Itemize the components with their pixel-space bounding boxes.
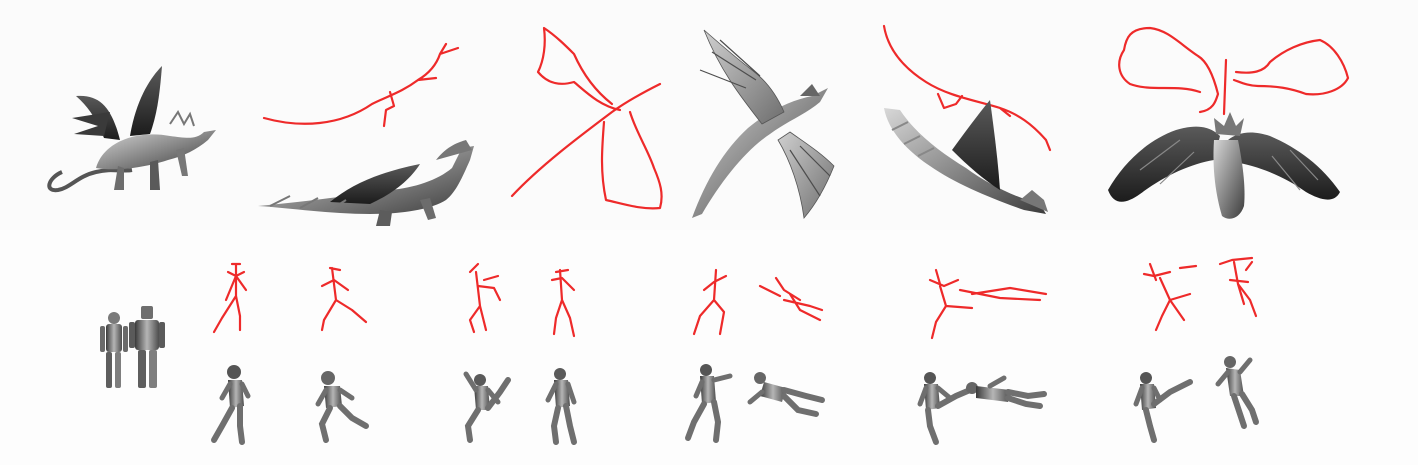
human-falling [747, 372, 825, 417]
sketch-panel-3 [510, 26, 663, 210]
human-knocked-down [966, 375, 1047, 409]
sketch-stroke [1222, 58, 1228, 116]
sketch-stroke [262, 42, 460, 128]
sketch-stroke [1232, 38, 1350, 96]
human-side-kick [1133, 372, 1193, 443]
sketch-stroke [510, 82, 662, 198]
sketch-panel-5 [882, 24, 1052, 152]
human-row-band [0, 230, 1418, 465]
armored-figure [129, 306, 165, 388]
stick-figure-sketch [550, 268, 576, 338]
human-figure [100, 312, 128, 388]
dragon-front-view [1108, 112, 1340, 219]
human-punching [685, 364, 733, 443]
stick-sketches [212, 256, 1258, 340]
stick-figure-sketch [1142, 262, 1198, 332]
posed-humans [211, 356, 1259, 445]
stick-figure-sketch [928, 268, 1048, 340]
stick-figure-sketch [212, 262, 248, 334]
sketch-stroke [1118, 26, 1220, 114]
stick-figure-sketch [468, 262, 502, 334]
stick-figure-sketch [1218, 256, 1258, 318]
sketch-stroke [536, 26, 622, 112]
sketch-panel-6 [1118, 26, 1350, 116]
reference-humans [100, 306, 165, 388]
human-standing [545, 368, 577, 445]
stick-figure-sketch [692, 268, 728, 336]
stick-figure-sketch [320, 266, 368, 332]
stick-figure-sketch [758, 276, 824, 322]
sketch-stroke [882, 24, 1052, 152]
sketch-panel-2 [262, 42, 460, 128]
dragon-diving [884, 100, 1048, 214]
sketch-stroke [600, 110, 663, 210]
reference-dragon [47, 66, 216, 193]
human-running [315, 371, 369, 443]
dragon-walking [258, 140, 474, 226]
human-kicking [463, 371, 511, 443]
human-high-kick [917, 372, 973, 445]
human-walking [211, 365, 251, 445]
human-flying [1215, 356, 1259, 429]
dragon-flying-spread [692, 29, 835, 219]
